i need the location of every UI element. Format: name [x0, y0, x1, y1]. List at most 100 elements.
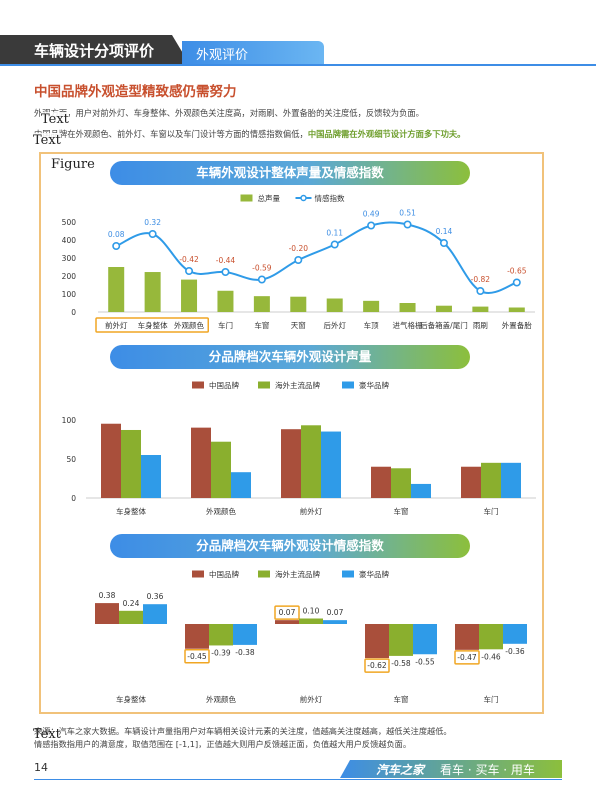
- chart1-sentiment-point: [367, 221, 376, 230]
- chart1-x-tick: 车窗: [254, 320, 269, 330]
- chart1-y-tick: 100: [62, 290, 77, 299]
- chart3-data-label: 0.10: [303, 607, 320, 616]
- chart1-x-tick: 外置备胎: [502, 320, 532, 330]
- chart1-bar: [399, 303, 416, 312]
- chart1-bar: [326, 298, 343, 312]
- chart2-x-tick: 外观颜色: [206, 506, 236, 516]
- chart3-bar: [95, 603, 119, 624]
- chart3-data-label: 0.07: [279, 608, 296, 617]
- chart1-sentiment-label: 0.14: [436, 227, 453, 236]
- chart3-data-label: -0.58: [391, 659, 411, 668]
- chart3-data-label: -0.38: [235, 648, 255, 657]
- chart3-bar: [209, 624, 233, 646]
- chart1-x-tick: 雨刷: [473, 321, 488, 330]
- layout-tag-text-1: Text: [41, 112, 69, 127]
- chart3-bar: [299, 618, 323, 624]
- chart3-bar: [119, 610, 143, 624]
- chart2-bar: [231, 472, 251, 498]
- chart2-bar: [371, 466, 391, 498]
- chart3-data-label: -0.45: [187, 652, 207, 661]
- chart1-sentiment-label: 0.51: [399, 209, 416, 218]
- chart1-legend-line-marker: [300, 194, 307, 202]
- chart1-legend-label: 总声量: [258, 193, 281, 203]
- chart1-x-tick: 后备箱盖/尾门: [420, 320, 468, 330]
- chart1-bar: [363, 300, 380, 312]
- chart2-bar: [501, 462, 521, 498]
- section-title: 中国品牌外观造型精致感仍需努力: [34, 84, 237, 100]
- chart1-sentiment-label: 0.11: [326, 229, 343, 238]
- paragraph-line-2-text: 中国品牌在外观颜色、前外灯、车窗以及车门设计等方面的情感指数偏低，: [34, 129, 308, 139]
- chart2-bar: [211, 441, 231, 498]
- chart3-data-label: -0.36: [505, 647, 525, 656]
- chart3-legend-label: 海外主流品牌: [275, 569, 320, 579]
- layout-tag-figure: Figure: [51, 157, 95, 172]
- chart2-bar: [101, 423, 121, 498]
- chart3-bar: [323, 620, 347, 624]
- chart1-bar: [181, 279, 198, 312]
- chart2-bar: [411, 483, 431, 498]
- chart3-data-label: -0.46: [481, 652, 501, 661]
- header-divider: [0, 64, 596, 66]
- chart3-bar: [389, 624, 413, 656]
- chart1-y-tick: 300: [62, 254, 77, 263]
- chart3-legend-swatch: [342, 570, 354, 578]
- chart1-highlight-box: [95, 317, 209, 333]
- source-line-2: 情感指数指用户的满意度，取值范围在 [-1,1]，正值越大则用户反馈越正面，负值…: [34, 739, 412, 749]
- page-header: 车辆设计分项评价 外观评价: [0, 35, 596, 66]
- chart2-bar: [391, 468, 411, 498]
- chart3-title: 分品牌档次车辆外观设计情感指数: [110, 534, 470, 558]
- chart1-sentiment-point: [112, 242, 121, 251]
- chart3-highlight-box: [454, 650, 480, 665]
- chart3-data-label: 0.36: [147, 592, 164, 601]
- chart3-x-tick: 车身整体: [116, 694, 146, 704]
- chart2-bar: [121, 429, 141, 498]
- chart2-bar: [301, 425, 321, 498]
- chart3-legend-label: 中国品牌: [209, 569, 239, 579]
- chart3-bar: [503, 624, 527, 644]
- chart1-sentiment-label: -0.20: [289, 244, 309, 253]
- chart3-data-label: -0.62: [367, 661, 387, 670]
- footer-brand: 汽车之家: [376, 763, 425, 777]
- chart2-y-tick: 50: [66, 455, 76, 464]
- chart1-bar: [435, 305, 452, 312]
- page-number: 14: [34, 761, 48, 774]
- chart3-data-label: -0.39: [211, 648, 231, 657]
- chart3-bar: [275, 620, 299, 624]
- chart1-sentiment-point: [476, 286, 485, 295]
- chart1-sentiment-line: [115, 221, 518, 294]
- chart2-legend-swatch: [258, 381, 270, 389]
- chart1-sentiment-point: [221, 267, 230, 276]
- chart3-data-label: -0.47: [457, 653, 477, 662]
- chart1-sentiment-label: -0.59: [252, 264, 272, 273]
- paragraph-highlight: 中国品牌需在外观细节设计方面多下功夫。: [307, 129, 466, 139]
- page-footer: 14 汽车之家 看车 · 买车 · 用车: [0, 758, 596, 780]
- chart1-x-tick: 天窗: [291, 320, 306, 330]
- chart1-sentiment-label: -0.42: [179, 255, 199, 264]
- chart1-legend-swatch: [240, 194, 253, 202]
- chart1-sentiment-point: [330, 240, 339, 249]
- chart1-bar: [108, 267, 125, 312]
- chart3-bar: [185, 624, 209, 649]
- chart3-x-tick: 车门: [484, 694, 499, 704]
- chart1-bar: [508, 307, 525, 312]
- chart2-legend-swatch: [192, 381, 204, 389]
- chart1-x-tick: 后外灯: [323, 320, 346, 330]
- chart3-bar: [479, 624, 503, 650]
- chart2-bar: [141, 455, 161, 498]
- chart3-legend-label: 豪华品牌: [359, 569, 389, 579]
- chart1-sentiment-label: -0.65: [507, 267, 527, 276]
- chart1-x-tick: 外观颜色: [174, 320, 204, 330]
- chart2-legend-swatch: [342, 381, 354, 389]
- chart3-bar: [143, 604, 167, 624]
- section-label: 外观评价: [196, 48, 249, 63]
- chart2-y-tick: 0: [71, 494, 76, 503]
- chart2-legend-label: 海外主流品牌: [275, 380, 320, 390]
- chart1-sentiment-point: [185, 266, 194, 275]
- section-tab: 外观评价: [182, 41, 324, 65]
- chart1-sentiment-point: [148, 230, 157, 239]
- chart1-bar: [217, 290, 234, 312]
- chart3-highlight-box: [184, 649, 210, 664]
- chart2-bar: [281, 429, 301, 498]
- chart1-y-tick: 400: [62, 236, 77, 245]
- chart2-legend-label: 中国品牌: [209, 380, 239, 390]
